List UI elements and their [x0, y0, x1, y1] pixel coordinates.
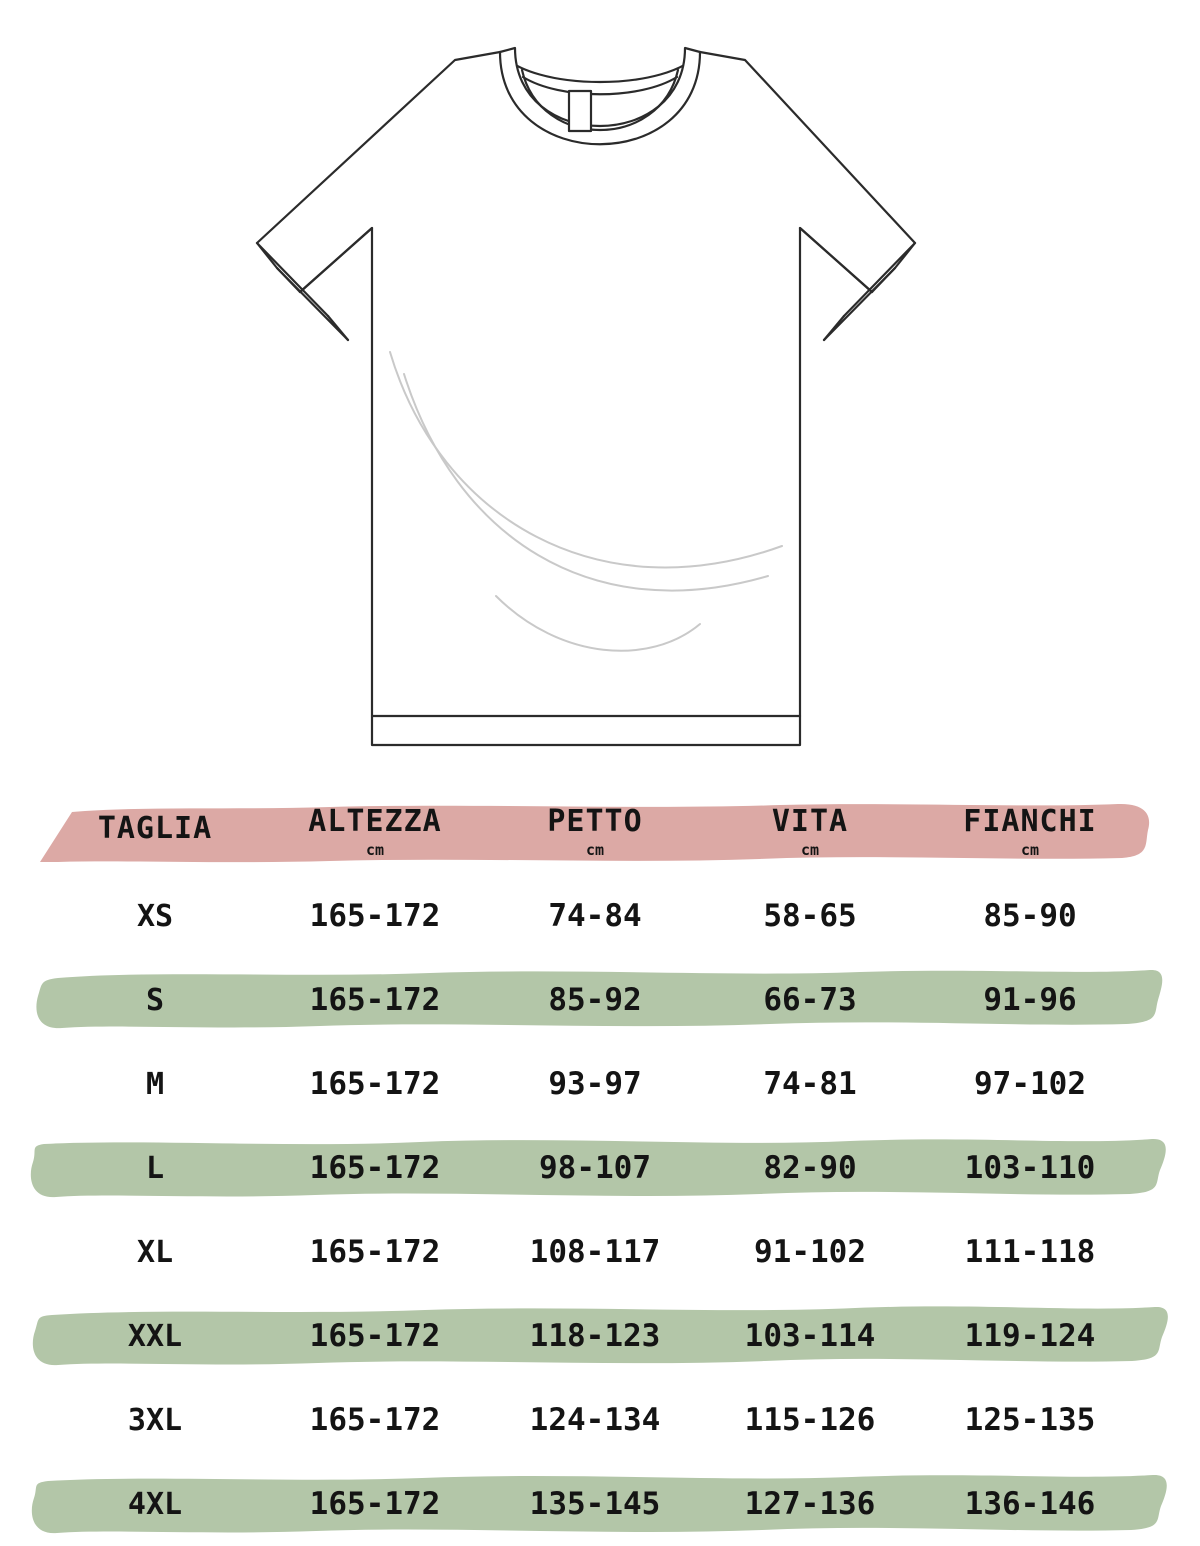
- cell-altezza: 165-172: [309, 1234, 441, 1270]
- cell-petto: 93-97: [548, 1066, 642, 1102]
- drape-line-3: [495, 595, 701, 652]
- column-header-taglia: TAGLIA: [45, 790, 265, 874]
- cell-vita: 82-90: [763, 1150, 857, 1186]
- table-row-cells: 3XL 165-172 124-134 115-126 125-135: [0, 1378, 1200, 1462]
- cell-vita: 74-81: [763, 1066, 857, 1102]
- cell-petto: 85-92: [548, 982, 642, 1018]
- left-sleeve-cuff-outer: [255, 241, 330, 318]
- column-header-unit: cm: [585, 840, 605, 859]
- shirt-outline-group: [255, 46, 917, 747]
- left-sleeve-cuff: [275, 266, 350, 342]
- cell-taglia: L: [145, 1150, 165, 1186]
- cell-fianchi: 136-146: [964, 1486, 1096, 1522]
- table-row[interactable]: S 165-172 85-92 66-73 91-96: [0, 958, 1200, 1042]
- cell-taglia: 4XL: [127, 1486, 183, 1522]
- cell-vita: 66-73: [763, 982, 857, 1018]
- collar-inner-edge: [520, 68, 680, 131]
- cell-fianchi: 85-90: [983, 898, 1077, 934]
- column-header-unit: cm: [800, 840, 820, 859]
- table-row-cells: L 165-172 98-107 82-90 103-110: [0, 1126, 1200, 1210]
- column-header-petto: PETTO cm: [485, 790, 705, 874]
- cell-vita: 127-136: [744, 1486, 876, 1522]
- cell-petto: 118-123: [529, 1318, 661, 1354]
- right-sleeve-cuff-outer: [842, 241, 917, 318]
- cell-petto: 135-145: [529, 1486, 661, 1522]
- cell-taglia: M: [145, 1066, 165, 1102]
- column-header-label: TAGLIA: [97, 811, 213, 846]
- table-row-cells: M 165-172 93-97 74-81 97-102: [0, 1042, 1200, 1126]
- t-shirt-illustration: [255, 46, 917, 747]
- cell-taglia: XL: [136, 1234, 174, 1270]
- shirt-body-path: [255, 50, 917, 747]
- table-header-row: TAGLIA ALTEZZA cm PETTO cm VITA cm FIANC…: [0, 790, 1200, 874]
- cell-petto: 74-84: [548, 898, 642, 934]
- size-chart-table: TAGLIA ALTEZZA cm PETTO cm VITA cm FIANC…: [0, 790, 1200, 1534]
- table-row[interactable]: M 165-172 93-97 74-81 97-102: [0, 1042, 1200, 1126]
- care-label-tab: [567, 89, 593, 133]
- cell-vita: 103-114: [744, 1318, 876, 1354]
- table-row[interactable]: L 165-172 98-107 82-90 103-110: [0, 1126, 1200, 1210]
- cell-altezza: 165-172: [309, 1150, 441, 1186]
- left-sleeve-cuff-end: [326, 314, 350, 342]
- table-row[interactable]: XXL 165-172 118-123 103-114 119-124: [0, 1294, 1200, 1378]
- column-header-vita: VITA cm: [700, 790, 920, 874]
- column-header-label: ALTEZZA: [308, 803, 442, 839]
- table-row-cells: XL 165-172 108-117 91-102 111-118: [0, 1210, 1200, 1294]
- cell-taglia: 3XL: [127, 1402, 183, 1438]
- column-header-fianchi: FIANCHI cm: [920, 790, 1140, 874]
- column-header-unit: cm: [1020, 840, 1040, 859]
- table-row-cells: 4XL 165-172 135-145 127-136 136-146: [0, 1462, 1200, 1546]
- cell-altezza: 165-172: [309, 1402, 441, 1438]
- cell-vita: 115-126: [744, 1402, 876, 1438]
- table-row[interactable]: 4XL 165-172 135-145 127-136 136-146: [0, 1462, 1200, 1546]
- table-row[interactable]: 3XL 165-172 124-134 115-126 125-135: [0, 1378, 1200, 1462]
- cell-fianchi: 119-124: [964, 1318, 1096, 1354]
- cell-taglia: XS: [136, 898, 174, 934]
- right-sleeve-cuff: [822, 266, 897, 342]
- cell-petto: 98-107: [539, 1150, 651, 1186]
- drape-line-2: [403, 373, 769, 592]
- column-header-label: VITA: [771, 803, 849, 839]
- cell-taglia: XXL: [127, 1318, 183, 1354]
- drape-line-1: [389, 351, 783, 569]
- table-row[interactable]: XS 165-172 74-84 58-65 85-90: [0, 874, 1200, 958]
- table-row[interactable]: XL 165-172 108-117 91-102 111-118: [0, 1210, 1200, 1294]
- cell-fianchi: 97-102: [974, 1066, 1086, 1102]
- collar-binding-line: [521, 75, 679, 96]
- cell-vita: 91-102: [754, 1234, 866, 1270]
- right-sleeve-cuff-end: [822, 314, 846, 342]
- column-header-altezza: ALTEZZA cm: [265, 790, 485, 874]
- cell-altezza: 165-172: [309, 982, 441, 1018]
- cell-taglia: S: [145, 982, 165, 1018]
- right-armhole-seam: [798, 226, 874, 294]
- cell-vita: 58-65: [763, 898, 857, 934]
- cell-altezza: 165-172: [309, 1066, 441, 1102]
- table-row-cells: XXL 165-172 118-123 103-114 119-124: [0, 1294, 1200, 1378]
- column-header-unit: cm: [365, 840, 385, 859]
- cell-fianchi: 103-110: [964, 1150, 1096, 1186]
- drape-lines-group: [389, 351, 783, 652]
- cell-fianchi: 111-118: [964, 1234, 1096, 1270]
- cell-altezza: 165-172: [309, 1318, 441, 1354]
- table-row-cells: S 165-172 85-92 66-73 91-96: [0, 958, 1200, 1042]
- cell-fianchi: 91-96: [983, 982, 1077, 1018]
- column-header-label: FIANCHI: [963, 803, 1097, 839]
- cell-petto: 108-117: [529, 1234, 661, 1270]
- cell-altezza: 165-172: [309, 1486, 441, 1522]
- column-header-label: PETTO: [547, 803, 643, 839]
- left-armhole-seam: [298, 226, 374, 294]
- cell-petto: 124-134: [529, 1402, 661, 1438]
- cell-altezza: 165-172: [309, 898, 441, 934]
- cell-fianchi: 125-135: [964, 1402, 1096, 1438]
- table-row-cells: XS 165-172 74-84 58-65 85-90: [0, 874, 1200, 958]
- collar-outer-rib: [498, 46, 702, 146]
